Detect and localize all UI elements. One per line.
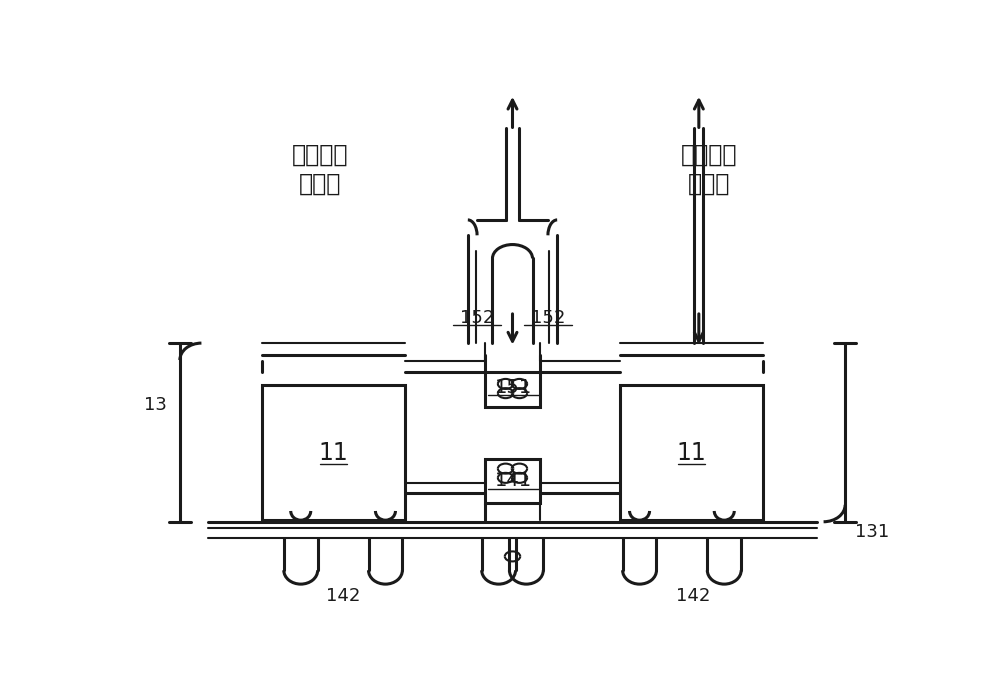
Bar bbox=[485, 371, 540, 407]
Text: 131: 131 bbox=[855, 523, 889, 541]
Text: 142: 142 bbox=[676, 587, 711, 605]
Text: 141: 141 bbox=[495, 471, 532, 490]
Text: 13: 13 bbox=[144, 396, 167, 414]
Text: 152: 152 bbox=[460, 308, 494, 327]
Text: 152: 152 bbox=[531, 308, 565, 327]
Text: 151: 151 bbox=[495, 378, 532, 397]
Bar bbox=[620, 386, 763, 521]
Text: 11: 11 bbox=[677, 440, 706, 465]
Text: 器卧列: 器卧列 bbox=[299, 172, 341, 196]
Text: 器卧列: 器卧列 bbox=[688, 172, 730, 196]
Bar bbox=[485, 458, 540, 503]
Text: 脉硬反应: 脉硬反应 bbox=[681, 142, 737, 166]
Bar bbox=[262, 386, 405, 521]
Text: 11: 11 bbox=[319, 440, 348, 465]
Text: 脉硬反应: 脉硬反应 bbox=[292, 142, 348, 166]
Text: 142: 142 bbox=[326, 587, 360, 605]
